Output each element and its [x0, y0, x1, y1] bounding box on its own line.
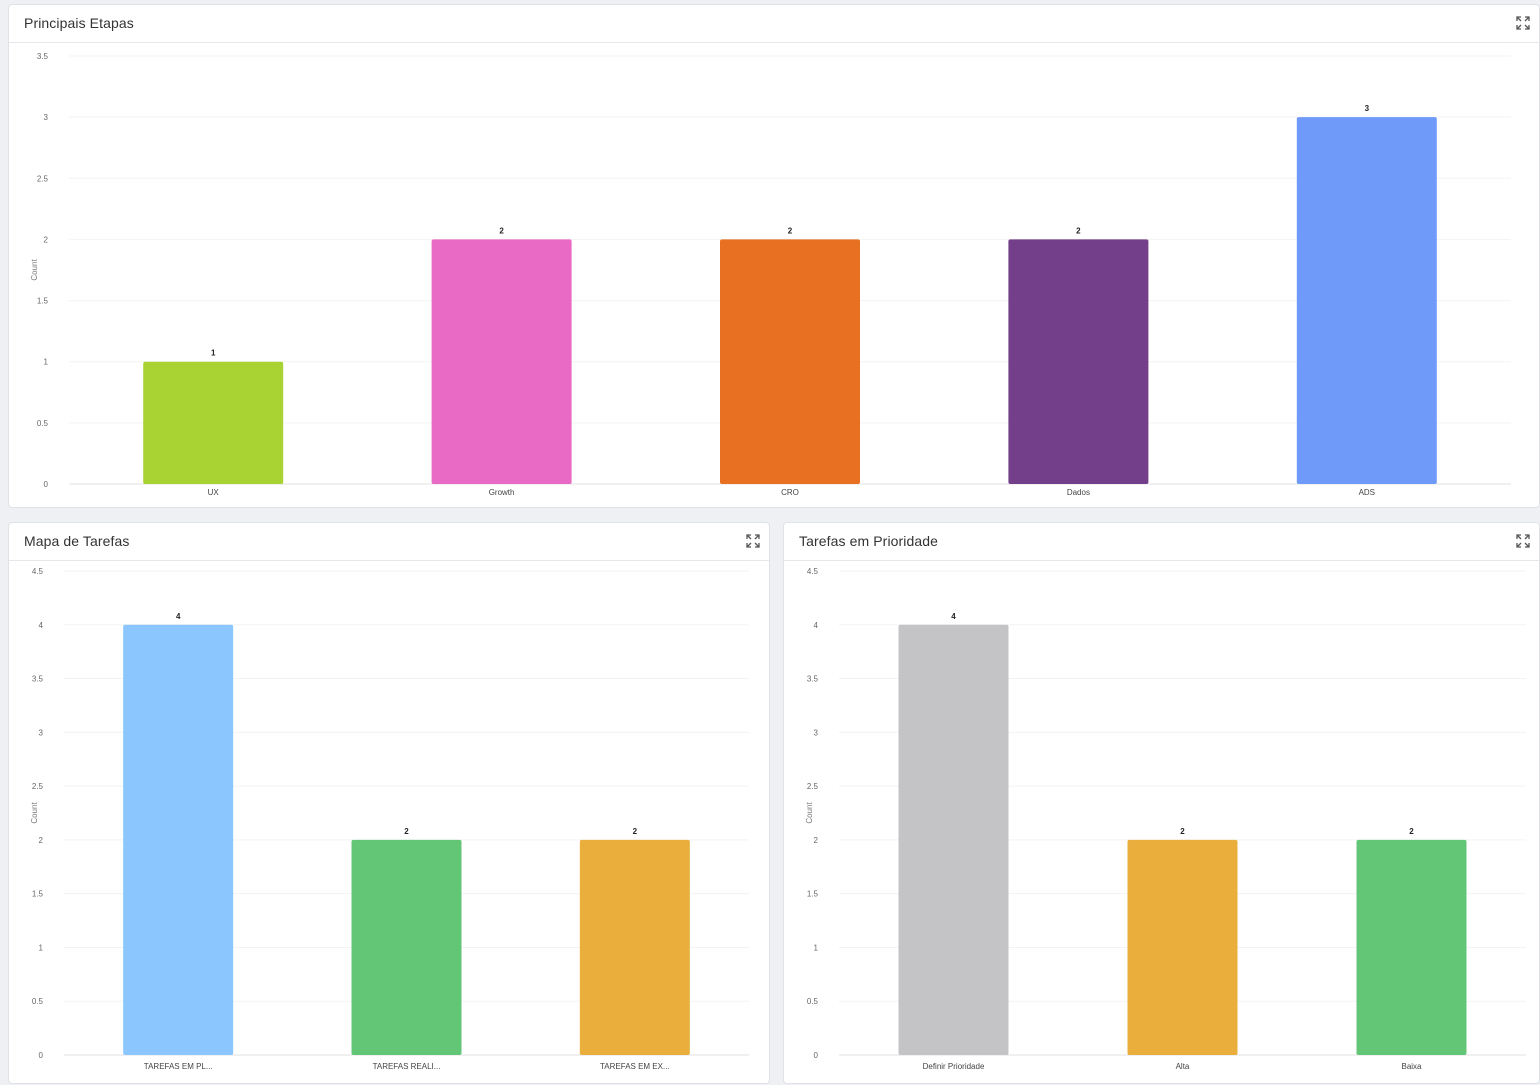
x-tick-label: TAREFAS EM PL... — [144, 1062, 213, 1071]
y-tick-label: 0 — [44, 480, 49, 489]
data-label: 3 — [1365, 104, 1370, 113]
y-tick-label: 0.5 — [807, 997, 819, 1006]
data-label: 4 — [951, 612, 956, 621]
y-tick-label: 4 — [39, 621, 44, 630]
expand-icon[interactable] — [745, 533, 761, 549]
bar-chart-mapa-de-tarefas: 0 0.5 1 1.5 2 2.5 3 3.5 4 4.5 Count 4 TAREFAS EM PL.… — [30, 567, 749, 1071]
bar-0 — [123, 624, 234, 1055]
chart-panel-tarefas-em-prioridade: Tarefas em Prioridade 0 0.5 1 1.5 2 2.5 3 3.5 4 4… — [783, 522, 1540, 1084]
y-tick-label: 1.5 — [807, 890, 819, 899]
bar-1 — [431, 239, 572, 484]
y-axis-title: Count — [30, 259, 39, 281]
y-tick-label: 1.5 — [32, 890, 44, 899]
panel-title: Principais Etapas — [24, 15, 134, 31]
bar-0 — [143, 361, 284, 484]
y-tick-label: 3 — [39, 728, 44, 737]
panel-title: Tarefas em Prioridade — [799, 533, 939, 549]
y-tick-label: 0.5 — [32, 997, 44, 1006]
bar-1 — [351, 839, 462, 1055]
data-label: 2 — [1180, 827, 1185, 836]
panel-header: Principais Etapas — [9, 5, 1539, 43]
data-label: 4 — [176, 612, 181, 621]
y-tick-label: 2.5 — [807, 782, 819, 791]
x-tick-label: Baixa — [1401, 1062, 1422, 1071]
chart-panel-principais-etapas: Principais Etapas 0 0.5 1 1.5 2 2.5 3 3.5 Count 1… — [8, 4, 1540, 508]
bar-chart-tarefas-em-prioridade: 0 0.5 1 1.5 2 2.5 3 3.5 4 4.5 Count 4 Definir Priori… — [805, 567, 1526, 1071]
x-tick-label: Alta — [1176, 1062, 1190, 1071]
bar-0 — [898, 624, 1009, 1055]
bar-1 — [1127, 839, 1238, 1055]
bar-2 — [1356, 839, 1467, 1055]
y-tick-label: 3.5 — [807, 675, 819, 684]
bar-chart-principais-etapas: 0 0.5 1 1.5 2 2.5 3 3.5 Count 1 UX 2 Growth 2 CRO 2 Dado… — [30, 52, 1511, 497]
y-tick-label: 0 — [814, 1051, 819, 1060]
panel-header: Mapa de Tarefas — [9, 523, 769, 561]
y-tick-label: 4.5 — [807, 567, 819, 576]
y-tick-label: 4 — [814, 621, 819, 630]
y-tick-label: 1 — [814, 943, 819, 952]
expand-icon[interactable] — [1515, 533, 1531, 549]
y-tick-label: 1 — [39, 943, 44, 952]
y-tick-label: 3 — [44, 113, 49, 122]
data-label: 2 — [404, 827, 409, 836]
bar-3 — [1008, 239, 1149, 484]
y-tick-label: 2 — [44, 235, 49, 244]
x-tick-label: TAREFAS REALI... — [373, 1062, 441, 1071]
x-tick-label: CRO — [781, 488, 799, 497]
x-tick-label: TAREFAS EM EX... — [600, 1062, 670, 1071]
bar-4 — [1296, 117, 1437, 485]
y-tick-label: 2 — [39, 836, 44, 845]
y-tick-label: 2.5 — [37, 174, 49, 183]
x-tick-label: Dados — [1067, 488, 1090, 497]
panel-header: Tarefas em Prioridade — [784, 523, 1539, 561]
y-tick-label: 1.5 — [37, 297, 49, 306]
y-tick-label: 1 — [44, 358, 49, 367]
data-label: 1 — [211, 349, 216, 358]
bar-2 — [579, 839, 690, 1055]
x-tick-label: Definir Prioridade — [923, 1062, 985, 1071]
y-tick-label: 2.5 — [32, 782, 44, 791]
y-tick-label: 4.5 — [32, 567, 44, 576]
data-label: 2 — [499, 226, 504, 235]
data-label: 2 — [788, 226, 793, 235]
x-tick-label: ADS — [1359, 488, 1375, 497]
data-label: 2 — [1409, 827, 1414, 836]
panel-title: Mapa de Tarefas — [24, 533, 130, 549]
x-tick-label: UX — [208, 488, 220, 497]
y-tick-label: 3.5 — [37, 52, 49, 61]
data-label: 2 — [1076, 226, 1081, 235]
y-tick-label: 3.5 — [32, 675, 44, 684]
y-tick-label: 0 — [39, 1051, 44, 1060]
y-axis-title: Count — [30, 802, 39, 824]
bar-2 — [720, 239, 860, 484]
chart-panel-mapa-de-tarefas: Mapa de Tarefas 0 0.5 1 1.5 2 2.5 3 3.5 4 4.5 Coun… — [8, 522, 770, 1084]
y-tick-label: 3 — [814, 728, 819, 737]
expand-icon[interactable] — [1515, 15, 1531, 31]
data-label: 2 — [633, 827, 638, 836]
y-tick-label: 0.5 — [37, 419, 49, 428]
y-axis-title: Count — [805, 802, 814, 824]
x-tick-label: Growth — [489, 488, 515, 497]
y-tick-label: 2 — [814, 836, 819, 845]
